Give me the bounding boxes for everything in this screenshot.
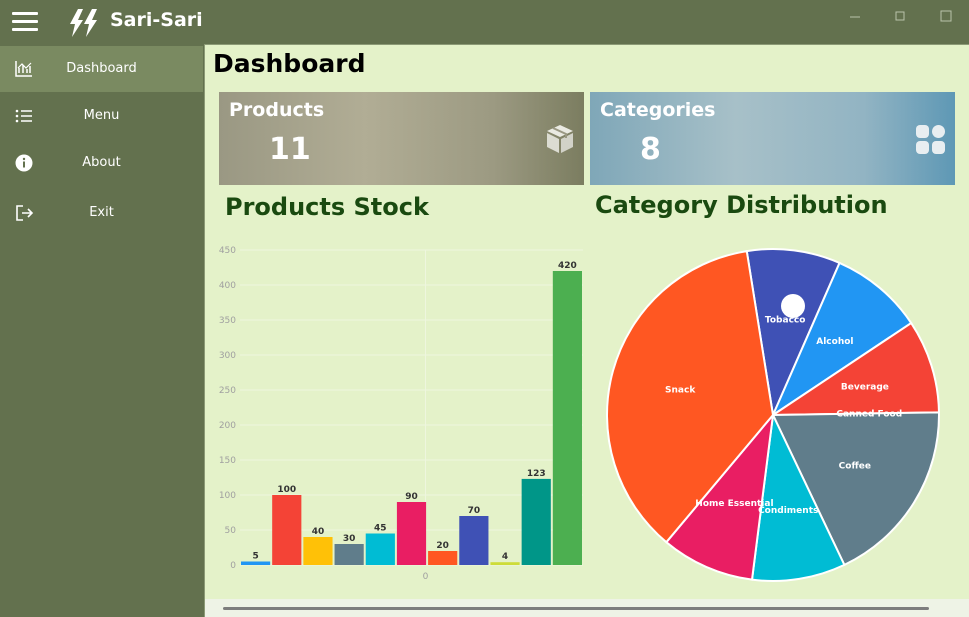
page-title: Dashboard [213, 49, 366, 78]
bar-value-label: 4 [502, 552, 508, 562]
sidebar-item-dashboard[interactable]: Dashboard [0, 46, 203, 92]
pie-slice-label: Snack [665, 385, 696, 395]
pie-slice [664, 411, 775, 581]
y-tick-label: 0 [230, 561, 236, 571]
bar-value-label: 70 [468, 506, 481, 516]
card-title: Products [229, 99, 325, 121]
bar-value-label: 420 [558, 261, 577, 271]
bar [521, 478, 551, 565]
bar [272, 495, 302, 565]
lightning-logo [70, 9, 97, 37]
bar [365, 533, 395, 565]
grid-icon [916, 125, 945, 154]
category-distribution-chart: Tobacco Alcohol Beverage Canned Food Coffee C… [606, 248, 940, 583]
pie-slice-label: Condiments [758, 506, 818, 516]
sidebar-item-label: Exit [89, 205, 114, 220]
category-distribution-title: Category Distribution [595, 191, 888, 219]
pie-slice-label: Tobacco [765, 315, 806, 325]
y-tick-label: 300 [219, 351, 236, 361]
bar [490, 562, 520, 565]
box-icon [547, 125, 573, 153]
info-icon [15, 154, 33, 172]
y-tick-label: 100 [219, 491, 236, 501]
sidebar-item-label: Menu [83, 108, 120, 123]
maximize-icon[interactable] [888, 8, 912, 24]
pie-slice [769, 321, 940, 417]
pie-slice-label: Beverage [841, 382, 889, 392]
categories-card: Categories 8 [590, 92, 955, 185]
bar-value-label: 20 [436, 541, 449, 551]
hamburger-icon[interactable] [12, 12, 38, 32]
exit-icon [16, 205, 34, 221]
pie-slice-label: Coffee [839, 462, 871, 472]
bar-value-label: 40 [312, 527, 325, 537]
bar [396, 502, 427, 565]
products-stock-chart: 0 50 100 150 200 250 300 350 400 450 0 5 100 40 30 45 90… [219, 246, 583, 582]
y-tick-label: 450 [219, 246, 236, 256]
bar [241, 561, 271, 565]
pie-slice [606, 249, 775, 544]
close-icon[interactable] [934, 8, 958, 24]
pie-highlight-dot [781, 294, 805, 318]
y-tick-label: 350 [219, 316, 236, 326]
x-tick-label: 0 [423, 572, 429, 582]
sidebar-item-label: Dashboard [66, 61, 137, 76]
bar [552, 271, 582, 565]
pie-slice-label: Home Essential [695, 499, 773, 509]
app-title: Sari-Sari [110, 9, 203, 31]
pie-slice [770, 261, 913, 418]
sidebar-item-label: About [82, 155, 121, 170]
bar [334, 544, 364, 565]
bar-value-label: 45 [374, 524, 387, 534]
main-content: Dashboard Products 11 Categories 8 Produ… [204, 44, 969, 617]
pie-slice [745, 248, 841, 419]
horizontal-scrollbar[interactable] [205, 599, 969, 617]
bar [459, 516, 489, 565]
bar-value-label: 30 [343, 534, 356, 544]
bar-value-label: 5 [252, 552, 258, 562]
bar [303, 537, 333, 565]
y-tick-label: 250 [219, 386, 236, 396]
y-tick-label: 200 [219, 421, 236, 431]
bar-value-label: 100 [277, 485, 296, 495]
card-title: Categories [600, 99, 716, 121]
products-count: 11 [269, 132, 311, 167]
sidebar-item-about[interactable]: About [0, 140, 203, 186]
y-tick-label: 50 [225, 526, 237, 536]
pie-slice [771, 411, 940, 567]
pie-slice [750, 411, 846, 583]
title-bar: Sari-Sari [0, 0, 969, 44]
bar [428, 551, 458, 565]
list-icon [15, 109, 32, 123]
scrollbar-thumb[interactable] [223, 607, 929, 610]
products-stock-title: Products Stock [225, 193, 429, 221]
chart-icon [15, 61, 32, 77]
products-card: Products 11 [219, 92, 584, 185]
pie-slice-label: Canned Food [836, 409, 902, 419]
y-tick-label: 150 [219, 456, 236, 466]
y-tick-label: 400 [219, 281, 236, 291]
minimize-icon[interactable] [843, 8, 867, 24]
bar-value-label: 90 [405, 492, 418, 502]
sidebar: Dashboard Menu About Exit [0, 44, 203, 617]
bar-value-label: 123 [527, 469, 546, 479]
sidebar-item-exit[interactable]: Exit [0, 190, 203, 236]
pie-slice-label: Alcohol [816, 337, 853, 347]
categories-count: 8 [640, 132, 661, 167]
sidebar-item-menu[interactable]: Menu [0, 93, 203, 139]
